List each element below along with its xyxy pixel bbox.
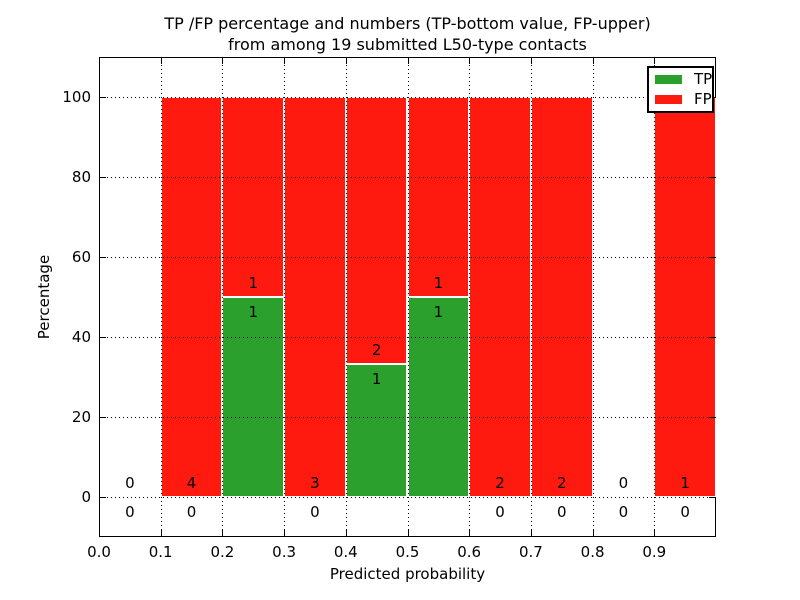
x-tick-label-0.6: 0.6: [457, 543, 482, 561]
x-tick-label-0.1: 0.1: [148, 543, 173, 561]
x-tick-label-0.8: 0.8: [580, 543, 605, 561]
chart-title: TP /FP percentage and numbers (TP-bottom…: [99, 13, 716, 55]
x-tick-label-0.9: 0.9: [642, 543, 667, 561]
x-tick-label-0: 0.0: [87, 543, 111, 561]
plot-area: [99, 57, 716, 537]
x-tick-label-0.2: 0.2: [210, 543, 235, 561]
chart-title-line1: TP /FP percentage and numbers (TP-bottom…: [164, 14, 651, 33]
x-axis-label: Predicted probability: [329, 565, 486, 583]
y-axis-label: Percentage: [35, 254, 53, 340]
legend-entry-tp: TP: [655, 72, 712, 87]
x-tick-label-0.4: 0.4: [333, 543, 358, 561]
y-tick-label-20: 20: [71, 408, 91, 426]
legend-entry-fp: FP: [655, 92, 712, 107]
fp-legend-swatch: [655, 95, 682, 104]
tp-legend-swatch: [655, 75, 682, 84]
legend: TP FP: [647, 66, 714, 113]
y-tick-label-0: 0: [81, 488, 91, 506]
tp-legend-label: TP: [694, 70, 713, 88]
fp-legend-label: FP: [694, 90, 712, 108]
x-tick-label-0.5: 0.5: [395, 543, 420, 561]
y-tick-label-100: 100: [62, 88, 91, 106]
x-tick-label-0.7: 0.7: [518, 543, 543, 561]
chart-title-line2: from among 19 submitted L50-type contact…: [228, 35, 587, 54]
x-tick-label-0.3: 0.3: [272, 543, 297, 561]
y-tick-label-80: 80: [71, 168, 91, 186]
